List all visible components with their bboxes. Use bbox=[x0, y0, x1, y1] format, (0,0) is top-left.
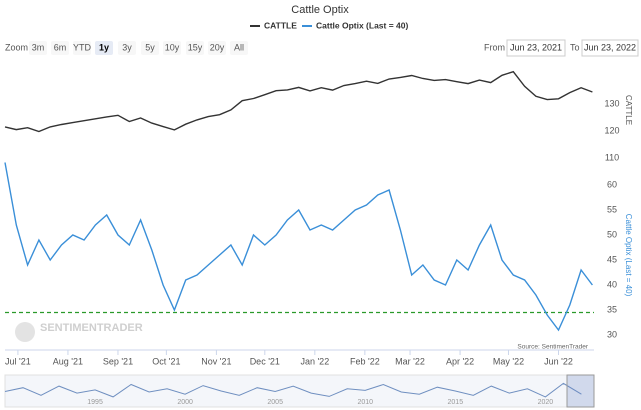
x-tick-label: Oct '21 bbox=[152, 356, 180, 366]
to-input[interactable] bbox=[581, 39, 639, 57]
zoom-button[interactable] bbox=[186, 41, 204, 55]
from-label: From bbox=[484, 42, 505, 52]
navigator-tick-label: 2010 bbox=[357, 399, 373, 406]
x-tick-label: Mar '22 bbox=[395, 356, 425, 366]
navigator-handle[interactable] bbox=[566, 374, 595, 408]
y2-tick-label: 55 bbox=[607, 204, 617, 214]
navigator bbox=[4, 374, 595, 408]
zoom-button[interactable] bbox=[95, 41, 113, 55]
navigator-tick-label: 2000 bbox=[177, 399, 193, 406]
x-tick-label: Aug '21 bbox=[53, 356, 83, 366]
y2-tick-label: 35 bbox=[607, 304, 617, 314]
zoom-button[interactable] bbox=[29, 41, 47, 55]
navigator-tick-label: 2020 bbox=[538, 399, 554, 406]
zoom-button[interactable] bbox=[73, 41, 91, 55]
zoom-button-label[interactable]: 20y bbox=[210, 42, 225, 52]
legend-label: Cattle Optix (Last = 40) bbox=[316, 20, 409, 30]
zoom-button-label[interactable]: 3m bbox=[32, 42, 45, 52]
y2-tick-label: 60 bbox=[607, 179, 617, 189]
series-line bbox=[4, 162, 593, 332]
legend-label: CATTLE bbox=[264, 20, 297, 30]
zoom-button-label[interactable]: 3y bbox=[122, 42, 132, 52]
navigator-tick-label: 2005 bbox=[267, 399, 283, 406]
x-tick-label: Jul '21 bbox=[5, 356, 31, 366]
x-tick-label: Sep '21 bbox=[103, 356, 133, 366]
zoom-button[interactable] bbox=[118, 41, 136, 55]
zoom-button[interactable] bbox=[208, 41, 226, 55]
y2-tick-label: 30 bbox=[607, 329, 617, 339]
x-tick-label: Jun '22 bbox=[544, 356, 573, 366]
zoom-button[interactable] bbox=[141, 41, 159, 55]
x-tick-label: Dec '21 bbox=[250, 356, 280, 366]
zoom-button[interactable] bbox=[163, 41, 181, 55]
x-tick-label: Jan '22 bbox=[300, 356, 329, 366]
x-tick-label: Feb '22 bbox=[350, 356, 380, 366]
zoom-button-label[interactable]: YTD bbox=[73, 42, 92, 52]
zoom-button[interactable] bbox=[230, 41, 248, 55]
zoom-button-label[interactable]: 5y bbox=[145, 42, 155, 52]
navigator-line bbox=[4, 382, 582, 398]
to-label: To bbox=[570, 42, 580, 52]
y-tick-label: 130 bbox=[604, 98, 619, 108]
y-tick-label: 110 bbox=[605, 152, 619, 162]
source: Source: SentimenTrader bbox=[517, 344, 588, 351]
zoom-label: Zoom bbox=[5, 42, 28, 52]
from-value[interactable]: Jun 23, 2021 bbox=[510, 42, 562, 52]
x-tick-label: Nov '21 bbox=[201, 356, 231, 366]
zoom-button[interactable] bbox=[51, 41, 69, 55]
x-tick-label: May '22 bbox=[493, 356, 524, 366]
watermark-logo bbox=[15, 322, 35, 342]
x-tick-label: Apr '22 bbox=[446, 356, 474, 366]
y-tick-label: 120 bbox=[604, 125, 619, 135]
watermark: SENTIMENTRADER bbox=[40, 322, 143, 334]
y2-axis-title: Cattle Optix (Last = 40) bbox=[624, 214, 633, 297]
zoom-button-label[interactable]: 10y bbox=[165, 42, 180, 52]
chart-title: Cattle Optix bbox=[291, 4, 349, 16]
from-input[interactable] bbox=[506, 39, 566, 57]
y-axis-title: CATTLE bbox=[624, 95, 633, 125]
y2-tick-label: 45 bbox=[607, 254, 617, 264]
zoom-button-label[interactable]: All bbox=[234, 42, 244, 52]
navigator-tick-label: 1995 bbox=[87, 399, 103, 406]
y2-tick-label: 40 bbox=[607, 279, 617, 289]
zoom-button-label[interactable]: 15y bbox=[188, 42, 203, 52]
series-line bbox=[4, 70, 593, 133]
y2-tick-label: 50 bbox=[607, 229, 617, 239]
zoom-button-label[interactable]: 1y bbox=[99, 42, 109, 52]
to-value[interactable]: Jun 23, 2022 bbox=[584, 42, 636, 52]
navigator-tick-label: 2015 bbox=[448, 399, 464, 406]
zoom-button-label[interactable]: 6m bbox=[54, 42, 67, 52]
